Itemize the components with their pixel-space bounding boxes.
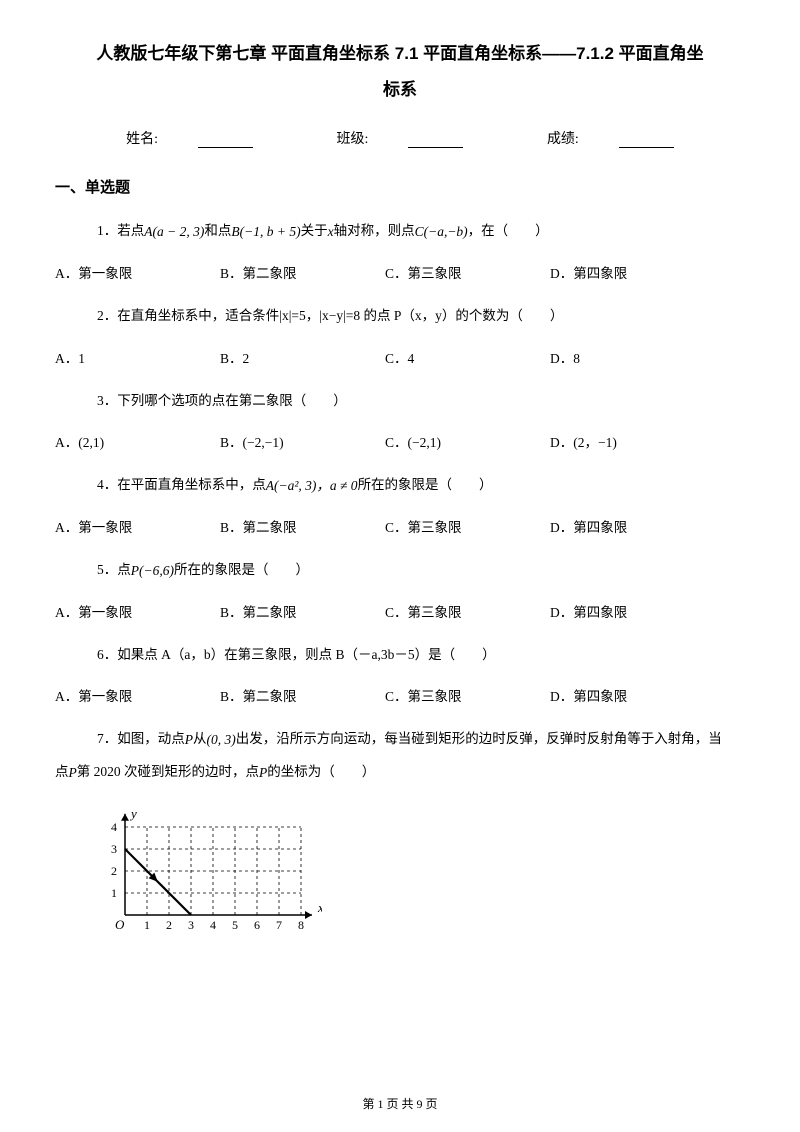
question-1: 1．若点A(a − 2, 3)和点B(−1, b + 5)关于x轴对称，则点C(… [97,219,745,244]
q3-option-d[interactable]: D．(2，−1) [550,431,617,451]
q4-option-b[interactable]: B．第二象限 [220,516,385,536]
question-2: 2．在直角坐标系中，适合条件|x|=5，|x−y|=8 的点 P（x，y）的个数… [97,304,745,328]
q5-expr1: P(−6,6) [131,559,174,583]
question-3: 3．下列哪个选项的点在第二象限（ ） [97,389,745,413]
svg-text:8: 8 [298,918,304,932]
svg-text:7: 7 [276,918,282,932]
svg-text:1: 1 [144,918,150,932]
q3-option-a[interactable]: A．(2,1) [55,431,220,451]
q5-options: A．第一象限 B．第二象限 C．第三象限 D．第四象限 [55,601,745,621]
section-1-header: 一、单选题 [55,176,745,197]
q5-option-d[interactable]: D．第四象限 [550,601,627,621]
q7-chart: 1 2 3 4 5 6 7 8 1 2 3 4 x y O [97,803,745,948]
q5-option-a[interactable]: A．第一象限 [55,601,220,621]
q6-options: A．第一象限 B．第二象限 C．第三象限 D．第四象限 [55,685,745,705]
svg-text:O: O [115,917,125,932]
q1-option-d[interactable]: D．第四象限 [550,262,627,282]
q6-option-c[interactable]: C．第三象限 [385,685,550,705]
svg-text:3: 3 [111,842,117,856]
question-6: 6．如果点 A（a，b）在第三象限，则点 B（－a,3b－5）是（ ） [97,643,745,667]
question-5: 5．点P(−6,6)所在的象限是（ ） [97,558,745,583]
q3-option-b[interactable]: B．(−2,−1) [220,431,385,451]
svg-text:x: x [317,900,322,915]
name-field: 姓名: [106,132,273,147]
q1-options: A．第一象限 B．第二象限 C．第三象限 D．第四象限 [55,262,745,282]
q4-options: A．第一象限 B．第二象限 C．第三象限 D．第四象限 [55,516,745,536]
class-blank[interactable] [408,134,463,148]
q3-option-c[interactable]: C．(−2,1) [385,431,550,451]
svg-text:3: 3 [188,918,194,932]
q1-expr1: A(a − 2, 3) [144,220,204,244]
svg-text:1: 1 [111,886,117,900]
q4-option-a[interactable]: A．第一象限 [55,516,220,536]
svg-text:2: 2 [111,864,117,878]
name-blank[interactable] [198,134,253,148]
class-field: 班级: [317,132,484,147]
q5-option-b[interactable]: B．第二象限 [220,601,385,621]
q1-expr2: B(−1, b + 5) [231,220,300,244]
svg-text:5: 5 [232,918,238,932]
q6-option-b[interactable]: B．第二象限 [220,685,385,705]
q4-expr1: A(−a², 3)，a ≠ 0 [266,474,358,498]
q2-option-a[interactable]: A．1 [55,347,220,367]
svg-text:y: y [129,806,137,821]
svg-text:2: 2 [166,918,172,932]
q7-expr1: (0, 3) [207,728,236,752]
q2-option-b[interactable]: B．2 [220,347,385,367]
q4-option-c[interactable]: C．第三象限 [385,516,550,536]
q5-option-c[interactable]: C．第三象限 [385,601,550,621]
svg-text:6: 6 [254,918,260,932]
score-field: 成绩: [527,132,694,147]
q1-expr3: C(−a,−b) [415,220,468,244]
coordinate-chart: 1 2 3 4 5 6 7 8 1 2 3 4 x y O [97,803,322,943]
title-line-1: 人教版七年级下第七章 平面直角坐标系 7.1 平面直角坐标系——7.1.2 平面… [55,40,745,67]
student-info-row: 姓名: 班级: 成绩: [55,128,745,148]
q2-option-c[interactable]: C．4 [385,347,550,367]
q3-options: A．(2,1) B．(−2,−1) C．(−2,1) D．(2，−1) [55,431,745,451]
svg-text:4: 4 [111,820,117,834]
q2-option-d[interactable]: D．8 [550,347,580,367]
q1-option-c[interactable]: C．第三象限 [385,262,550,282]
q2-options: A．1 B．2 C．4 D．8 [55,347,745,367]
svg-text:4: 4 [210,918,216,932]
q6-option-a[interactable]: A．第一象限 [55,685,220,705]
question-4: 4．在平面直角坐标系中，点A(−a², 3)，a ≠ 0所在的象限是（ ） [97,473,745,498]
q6-option-d[interactable]: D．第四象限 [550,685,627,705]
question-7: 7．如图，动点P从(0, 3)出发，沿所示方向运动，每当碰到矩形的边时反弹，反弹… [97,727,745,752]
q4-option-d[interactable]: D．第四象限 [550,516,627,536]
score-blank[interactable] [619,134,674,148]
question-7-line2: 点P第 2020 次碰到矩形的边时，点P的坐标为（ ） [55,760,745,785]
page-footer: 第 1 页 共 9 页 [0,1095,800,1112]
q1-option-b[interactable]: B．第二象限 [220,262,385,282]
title-line-2: 标系 [55,75,745,100]
q1-option-a[interactable]: A．第一象限 [55,262,220,282]
